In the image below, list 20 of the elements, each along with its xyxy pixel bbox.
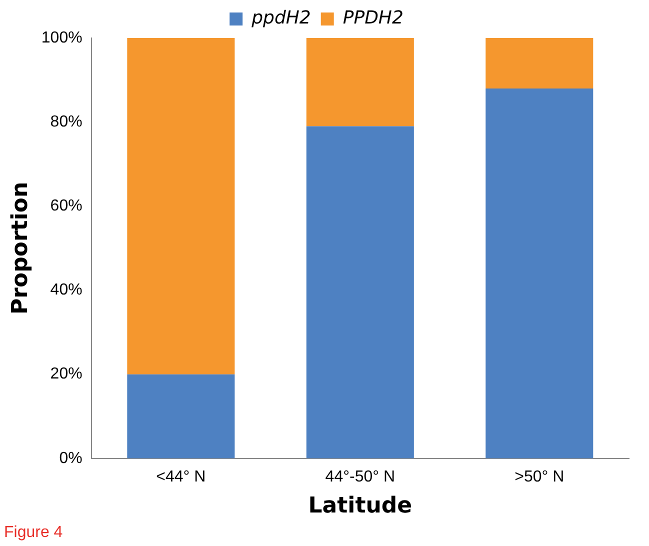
x-tick-label: <44° N	[156, 468, 206, 486]
x-tick-label: >50° N	[514, 468, 564, 486]
y-tick-label: 0%	[59, 450, 82, 467]
caption: Figure 4	[4, 524, 63, 542]
y-tick-label: 100%	[41, 29, 82, 46]
bar	[486, 88, 594, 458]
bar	[306, 38, 414, 126]
bar	[127, 38, 235, 374]
legend-label: ppdH2	[250, 8, 311, 29]
y-tick-label: 40%	[50, 282, 82, 299]
x-tick-label: 44°-50° N	[325, 468, 396, 486]
y-axis-title: Proportion	[8, 182, 33, 315]
x-axis-title: Latitude	[308, 494, 412, 519]
legend-label: PPDH2	[342, 8, 404, 29]
y-tick-label: 80%	[50, 113, 82, 130]
bar	[127, 374, 235, 458]
y-tick-label: 60%	[50, 198, 82, 215]
bar	[306, 126, 414, 458]
bar	[486, 38, 594, 88]
y-tick-label: 20%	[50, 366, 82, 383]
